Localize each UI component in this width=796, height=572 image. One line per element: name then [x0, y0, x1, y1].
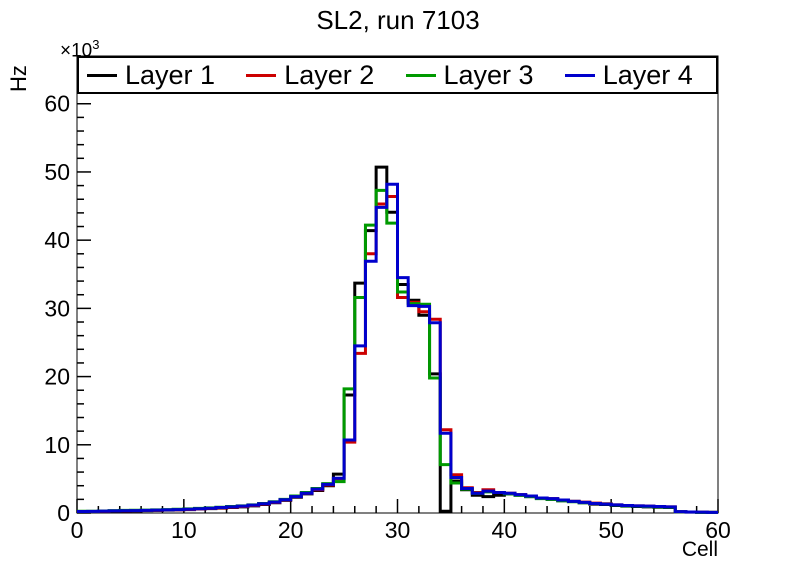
- y-tick-labels: 0 10 20 30 40 50 60: [44, 91, 70, 526]
- axis-ticks: [76, 62, 719, 514]
- svg-text:10: 10: [44, 432, 70, 458]
- svg-text:60: 60: [44, 91, 70, 117]
- legend-label: Layer 4: [602, 59, 693, 90]
- legend-line-sample: [246, 73, 277, 77]
- legend-line-sample: [87, 73, 117, 77]
- svg-text:60: 60: [705, 517, 731, 543]
- y-axis-title: Hz: [6, 65, 31, 92]
- svg-text:40: 40: [44, 227, 70, 253]
- legend-entry-layer-2: Layer 2: [238, 58, 397, 92]
- svg-text:50: 50: [598, 517, 624, 543]
- legend-entry-layer-3: Layer 3: [398, 58, 557, 92]
- svg-text:40: 40: [492, 517, 518, 543]
- legend-line-sample: [564, 73, 595, 77]
- svg-text:0: 0: [57, 500, 70, 526]
- y-scale-exponent: 3: [92, 37, 100, 52]
- legend-line-sample: [405, 73, 436, 77]
- svg-text:20: 20: [278, 517, 304, 543]
- legend-label: Layer 1: [125, 59, 216, 90]
- legend-label: Layer 3: [443, 59, 534, 90]
- legend-entry-layer-1: Layer 1: [79, 58, 238, 92]
- svg-text:20: 20: [44, 364, 70, 390]
- series-layer-4: [77, 182, 718, 514]
- svg-text:50: 50: [44, 159, 70, 185]
- svg-text:30: 30: [385, 517, 411, 543]
- svg-text:30: 30: [44, 295, 70, 321]
- x-tick-labels: 0 10 20 30 40 50 60: [71, 517, 731, 543]
- legend-entry-layer-4: Layer 4: [557, 58, 716, 92]
- x-axis-title: Cell: [681, 538, 718, 561]
- svg-text:10: 10: [171, 517, 197, 543]
- legend-label: Layer 2: [284, 59, 375, 90]
- legend: Layer 1 Layer 2 Layer 3 Layer 4: [77, 56, 718, 94]
- plot-title: SL2, run 7103: [316, 5, 480, 35]
- svg-text:0: 0: [71, 517, 84, 543]
